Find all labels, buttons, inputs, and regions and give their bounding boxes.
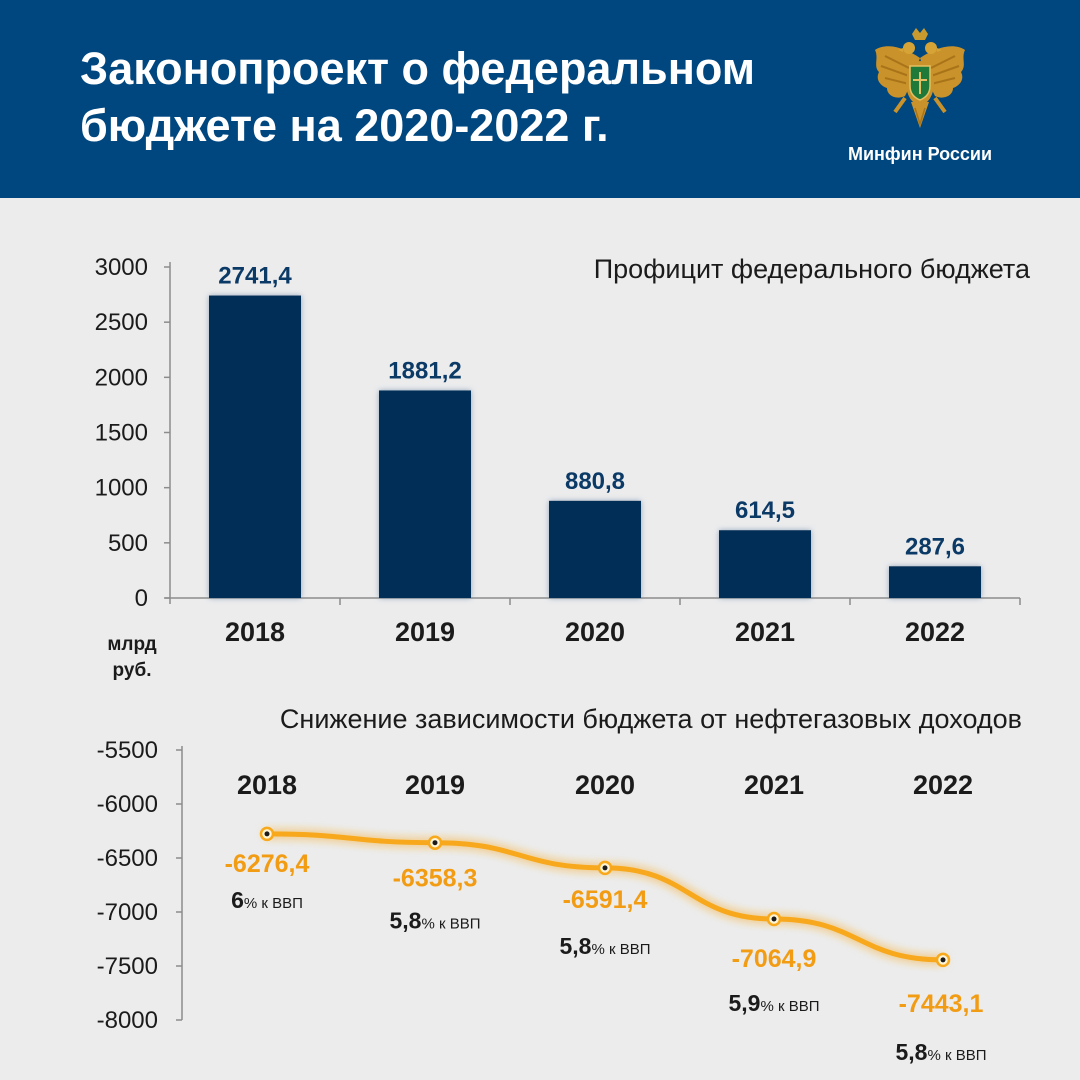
bar-y-tick-label: 3000 — [95, 254, 148, 281]
line-chart: Снижение зависимости бюджета от нефтегаз… — [97, 704, 1022, 1065]
bar-x-label: 2022 — [905, 617, 965, 647]
line-gdp-share: 5,8 — [895, 1039, 927, 1065]
line-x-labels: 2018 2019 2020 2021 2022 — [237, 770, 973, 800]
line-gdp-share: 5,8 — [559, 933, 591, 959]
line-gdp-share: 5,9 — [728, 990, 760, 1016]
line-gdp-label: 5,8% к ВВП — [559, 933, 650, 959]
bar-2018 — [209, 295, 301, 598]
bar-chart: Профицит федерального бюджета 0 500 1000 15… — [95, 254, 1031, 681]
line-point-center — [602, 865, 608, 871]
bar-2021 — [719, 530, 811, 598]
line-gdp-suffix: % к ВВП — [760, 998, 819, 1015]
bar-y-ticks: 0 500 1000 1500 2000 2500 3000 — [95, 254, 170, 612]
line-gdp-share: 5,8 — [389, 908, 421, 934]
line-value-labels: -6276,4 -6358,3 -6591,4 -7064,9 -7443,1 — [225, 850, 984, 1018]
line-gdp-suffix: % к ВВП — [591, 941, 650, 958]
line-y-tick-label: -6000 — [97, 791, 158, 818]
bar-chart-title: Профицит федерального бюджета — [594, 254, 1031, 284]
bar-2019 — [379, 390, 471, 598]
bar-value-label: 880,8 — [565, 468, 625, 495]
line-y-tick-label: -8000 — [97, 1007, 158, 1034]
line-gdp-label: 5,8% к ВВП — [389, 908, 480, 934]
line-value-label: -7443,1 — [899, 990, 984, 1018]
page-title-line-1: Законопроект о федеральном — [80, 43, 756, 94]
line-x-label: 2020 — [575, 770, 635, 800]
bar-value-label: 287,6 — [905, 533, 965, 560]
bar-unit-label-line-2: руб. — [113, 660, 152, 681]
line-gdp-label: 6% к ВВП — [231, 887, 303, 913]
line-y-tick-label: -7000 — [97, 899, 158, 926]
line-y-tick-label: -7500 — [97, 953, 158, 980]
line-point-center — [771, 916, 777, 922]
bar-x-label: 2019 — [395, 617, 455, 647]
bar-x-label: 2018 — [225, 617, 285, 647]
line-value-label: -6358,3 — [393, 865, 478, 893]
org-name: Минфин России — [847, 144, 993, 164]
line-value-label: -7064,9 — [732, 945, 817, 973]
line-gdp-suffix: % к ВВП — [421, 916, 480, 933]
bar-y-tick-label: 500 — [108, 530, 148, 557]
line-points — [259, 826, 951, 968]
bar-2020 — [549, 500, 641, 598]
bar-unit-label-line-1: млрд — [107, 634, 156, 655]
bar-value-label: 2741,4 — [218, 263, 292, 290]
line-gdp-suffix: % к ВВП — [927, 1047, 986, 1064]
bar-x-dividers — [339, 598, 1021, 605]
header-banner: Законопроект о федеральном бюджете на 20… — [0, 0, 1080, 198]
line-point-center — [264, 831, 270, 837]
bar-series: 2741,4 1881,2 880,8 614,5 287,6 — [209, 263, 981, 598]
page-title: Законопроект о федеральном бюджете на 20… — [80, 40, 840, 154]
bar-y-tick-label: 2000 — [95, 364, 148, 391]
bar-x-labels: 2018 2019 2020 2021 2022 — [225, 617, 965, 647]
line-point-center — [940, 957, 946, 963]
line-x-label: 2018 — [237, 770, 297, 800]
double-headed-eagle-emblem-icon — [875, 28, 965, 128]
bar-y-tick-label: 1000 — [95, 475, 148, 502]
bar-value-label: 614,5 — [735, 497, 795, 524]
line-gdp-share: 6 — [231, 887, 244, 913]
bar-y-tick-label: 1500 — [95, 420, 148, 447]
line-x-label: 2021 — [744, 770, 804, 800]
line-value-label: -6591,4 — [563, 886, 648, 914]
line-gdp-label: 5,8% к ВВП — [895, 1039, 986, 1065]
line-y-ticks: -5500 -6000 -6500 -7000 -7500 -8000 — [97, 737, 182, 1034]
line-y-tick-label: -5500 — [97, 737, 158, 764]
bar-value-label: 1881,2 — [388, 357, 461, 384]
line-value-label: -6276,4 — [225, 850, 310, 878]
line-y-tick-label: -6500 — [97, 845, 158, 872]
line-x-label: 2022 — [913, 770, 973, 800]
page-title-line-2: бюджете на 2020-2022 г. — [80, 100, 609, 151]
bar-x-label: 2020 — [565, 617, 625, 647]
bar-y-tick-label: 0 — [135, 585, 148, 612]
bar-2022 — [889, 566, 981, 598]
line-chart-title: Снижение зависимости бюджета от нефтегаз… — [280, 704, 1022, 734]
line-gdp-label: 5,9% к ВВП — [728, 990, 819, 1016]
line-gdp-suffix: % к ВВП — [244, 895, 303, 912]
bar-x-label: 2021 — [735, 617, 795, 647]
line-x-label: 2019 — [405, 770, 465, 800]
bar-y-tick-label: 2500 — [95, 309, 148, 336]
line-point-center — [432, 840, 438, 846]
